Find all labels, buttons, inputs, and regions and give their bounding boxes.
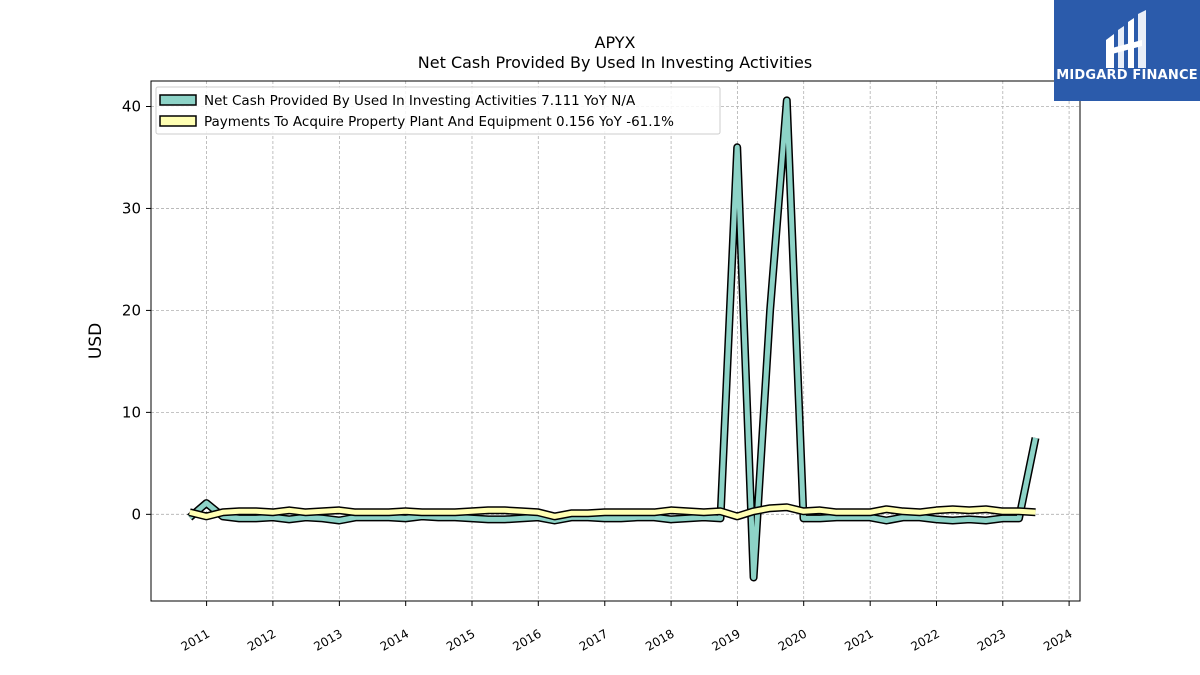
series-1-line [188, 97, 1038, 580]
legend-entry: Payments To Acquire Property Plant And E… [204, 114, 674, 130]
legend: Net Cash Provided By Used In Investing A… [155, 86, 721, 135]
chart-subtitle: Net Cash Provided By Used In Investing A… [417, 53, 813, 72]
legend-swatch [159, 115, 197, 127]
logo-text: MIDGARD FINANCE [1056, 68, 1198, 83]
x-tick-label: 2016 [510, 626, 543, 653]
midgard-finance-logo: MIDGARD FINANCE [1054, 0, 1200, 101]
legend-box [155, 86, 721, 135]
x-tick-label: 2024 [1041, 626, 1074, 653]
x-tick-label: 2015 [444, 626, 477, 653]
plot-area-frame [150, 80, 1081, 602]
y-tick-label: 40 [122, 97, 141, 115]
y-tick-label: 10 [122, 403, 141, 421]
x-tick-label: 2017 [577, 626, 610, 653]
legend-swatch [159, 94, 197, 106]
x-axis: 2011 2012 2013 2014 2015 2016 2017 2018 2019 2020… [179, 601, 1075, 654]
chart-title: APYX [594, 33, 636, 52]
x-tick-label: 2021 [842, 626, 875, 653]
x-tick-label: 2018 [643, 626, 676, 653]
series-2-line [189, 504, 1036, 519]
x-tick-label: 2012 [245, 626, 278, 653]
legend-entry: Net Cash Provided By Used In Investing A… [204, 93, 636, 109]
x-tick-label: 2023 [975, 626, 1008, 653]
y-tick-label: 30 [122, 199, 141, 217]
series-layer [187, 96, 1040, 582]
x-tick-label: 2020 [776, 626, 809, 653]
y-axis-label: USD [86, 323, 106, 359]
y-tick-label: 0 [131, 505, 141, 523]
grid [151, 81, 1080, 601]
y-tick-label: 20 [122, 301, 141, 319]
series-1-outline [187, 96, 1040, 582]
x-tick-label: 2013 [311, 626, 344, 653]
y-axis: 0 10 20 30 40 [122, 97, 151, 523]
x-tick-label: 2011 [179, 626, 212, 653]
x-tick-label: 2019 [709, 626, 742, 653]
x-tick-label: 2014 [378, 626, 411, 653]
logo-icon [1106, 10, 1146, 68]
x-tick-label: 2022 [909, 626, 942, 653]
